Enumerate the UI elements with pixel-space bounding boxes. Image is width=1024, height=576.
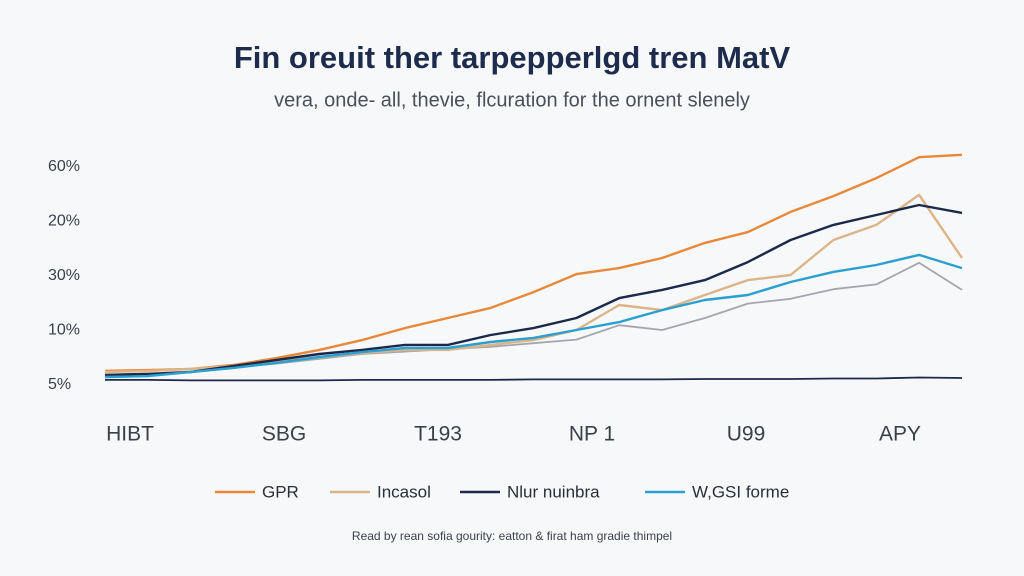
data-line	[104, 253, 963, 379]
chart-title: Fin oreuit ther tarpepperlgd tren MatV	[234, 40, 791, 75]
x-tick-label: T193	[414, 423, 462, 446]
x-tick-label: NP 1	[569, 423, 615, 446]
legend-label: Incasol	[377, 482, 431, 501]
x-tick-label: HIBT	[106, 423, 154, 446]
data-line	[104, 203, 963, 377]
x-tick-label: SBG	[262, 423, 306, 446]
data-line	[104, 193, 963, 374]
footer-note: Read by rean sofia gourity: eatton & fir…	[352, 529, 672, 543]
legend-label: Nlur nuinbra	[507, 482, 600, 501]
legend-label: GPR	[262, 482, 299, 501]
y-label: 60%	[48, 158, 80, 175]
x-tick-label: U99	[727, 423, 766, 446]
chart-subtitle: vera, onde- all, thevie, flcuration for …	[274, 89, 750, 111]
legend-label: W,GSI forme	[692, 482, 789, 501]
y-label: 30%	[48, 267, 80, 284]
y-label: 5%	[48, 376, 71, 393]
data-line	[104, 261, 963, 377]
data-line	[105, 376, 963, 382]
y-label: 20%	[48, 213, 80, 230]
data-line	[104, 153, 963, 372]
x-tick-label: APY	[879, 423, 921, 446]
y-label: 10%	[48, 322, 80, 339]
